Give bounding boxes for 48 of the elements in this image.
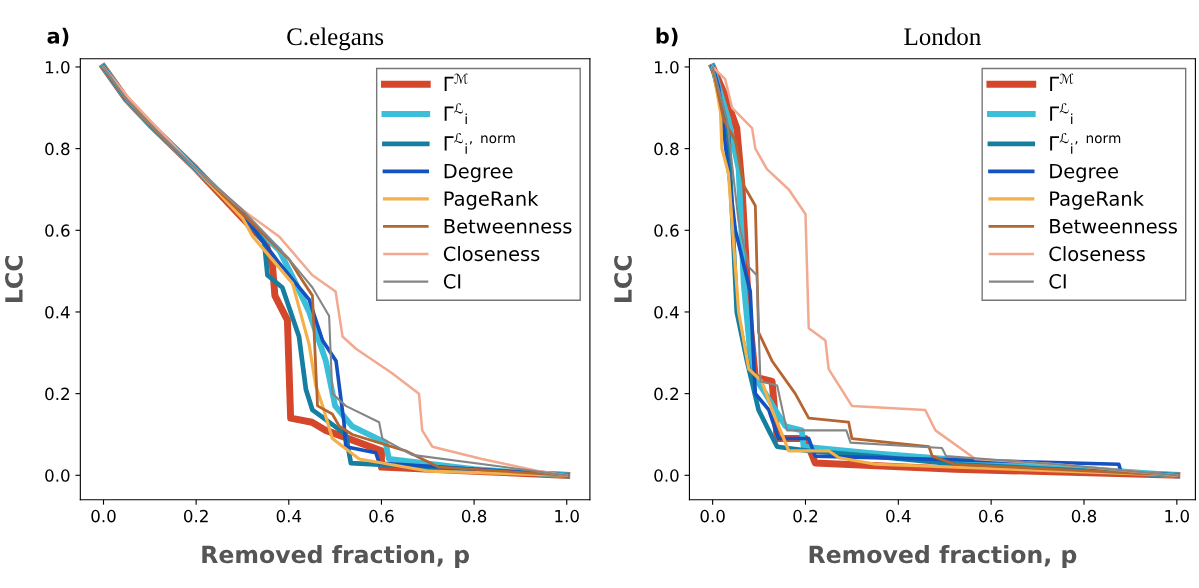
legend-label: Closeness — [443, 246, 540, 262]
y-tick-label: 0.2 — [45, 387, 69, 401]
y-tick-label: 0.0 — [45, 469, 70, 482]
chart-title: C.elegans — [287, 27, 384, 51]
text: b) — [656, 27, 678, 47]
x-tick-label: 0.4 — [276, 509, 302, 523]
x-tick-label: 0.6 — [979, 509, 1004, 523]
x-tick-label: 0.0 — [91, 509, 116, 523]
x-tick-label: 0.8 — [1071, 509, 1097, 523]
y-tick-label: 0.6 — [654, 224, 679, 237]
legend-label: Closeness — [1049, 246, 1145, 262]
legend-label: Γ$^{ℳ}$ — [1050, 73, 1074, 92]
x-tick-label: 1.0 — [1165, 509, 1189, 523]
legend-label: Γ$^{ℒ}$$_{i}$ — [444, 103, 467, 124]
text: a) — [47, 27, 69, 47]
x-axis-title: Removed fraction, p — [809, 545, 1077, 568]
chart-title: London — [904, 27, 981, 46]
legend-label: Γ$^{ℳ}$ — [444, 73, 468, 92]
x-tick-label: 1.0 — [555, 509, 579, 523]
y-tick-label: 1.0 — [45, 60, 70, 74]
legend-label: CI — [443, 273, 461, 289]
y-tick-label: 0.8 — [654, 142, 679, 156]
x-tick-label: 0.2 — [793, 509, 818, 523]
legend-label: Betweenness — [1050, 219, 1177, 234]
legend-label: CI — [1049, 273, 1066, 289]
x-tick-label: 0.6 — [369, 509, 394, 523]
y-tick-label: 0.2 — [654, 387, 679, 401]
y-axis-title: LCC — [5, 255, 23, 302]
legend-label: Degree — [444, 163, 513, 183]
y-tick-label: 0.4 — [654, 305, 679, 319]
legend-label: PageRank — [444, 190, 539, 210]
y-tick-label: 0.6 — [45, 224, 70, 237]
x-axis-title: Removed fraction, p — [202, 545, 470, 568]
legend-label: Γ$^{ℒ}$$_{i}$ — [1050, 103, 1073, 124]
legend-label: Γ$^{ℒ}$$_{i}$$^{, norm}$ — [444, 132, 515, 154]
y-tick-label: 1.0 — [655, 60, 679, 74]
y-tick-label: 0.8 — [45, 142, 70, 156]
y-axis-title: LCC — [614, 255, 632, 302]
x-tick-label: 0.4 — [886, 509, 911, 523]
x-tick-label: 0.0 — [700, 509, 725, 523]
legend-label: Degree — [1050, 163, 1118, 183]
x-tick-label: 0.2 — [183, 509, 208, 523]
legend-label: Γ$^{ℒ}$$_{i}$$^{, norm}$ — [1050, 132, 1121, 154]
y-tick-label: 0.0 — [654, 469, 679, 482]
legend-label: PageRank — [1050, 190, 1144, 210]
x-tick-label: 0.8 — [461, 509, 487, 523]
legend-label: Betweenness — [444, 219, 572, 234]
y-tick-label: 0.4 — [45, 305, 70, 319]
